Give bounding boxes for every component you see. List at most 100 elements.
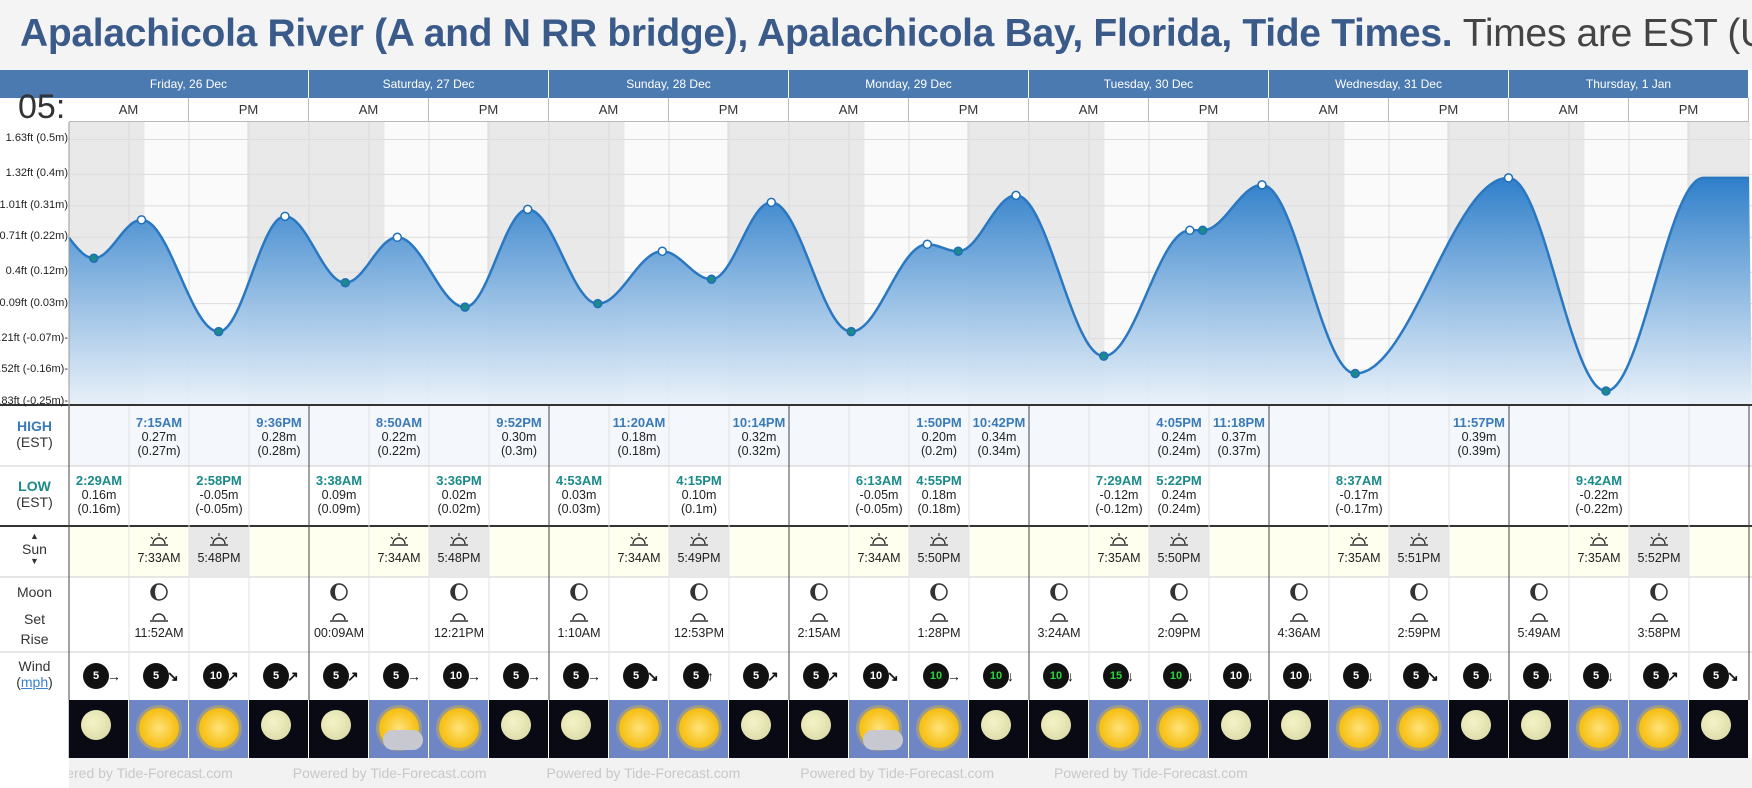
low-time: 9:42AM (1575, 473, 1623, 488)
sun-row-label[interactable]: ▲ Sun ▼ (0, 532, 69, 566)
low-tide-cell: 4:53AM 0.03m (0.03m) (549, 474, 609, 517)
wind-direction-icon: → (947, 668, 961, 684)
night-band (1687, 122, 1749, 405)
cloud-icon (383, 730, 423, 750)
wind-direction-icon: ↓ (1367, 668, 1374, 684)
y-tick-label: 0.71ft (0.22m) (0, 230, 68, 243)
wind-direction-icon: ↗ (827, 668, 839, 684)
moon-cell: 2:09PM (1149, 582, 1209, 640)
sun-time: 7:35AM (1577, 551, 1621, 565)
high-tide-point (522, 204, 533, 215)
weather-day-icon (189, 700, 249, 758)
am-header: AM (309, 98, 429, 122)
sun-sort-icon-down: ▼ (30, 556, 39, 566)
weather-cloudy-icon (369, 700, 429, 758)
high-alt: (0.18m) (617, 444, 661, 458)
footer-credit[interactable]: Powered by Tide-Forecast.com (800, 765, 994, 781)
high-tide-point (136, 215, 147, 225)
footer-credit[interactable]: Powered by Tide-Forecast.com (546, 765, 741, 781)
moon-phase-icon (789, 582, 849, 605)
sun-time: 7:34AM (377, 551, 421, 565)
sun-rise-cell: 7:34AM (609, 532, 669, 565)
wind-speed-badge: 5 (803, 663, 829, 689)
wind-direction-icon: → (527, 668, 541, 684)
am-header: AM (69, 98, 189, 122)
high-tide-point (922, 239, 933, 250)
sun-set-cell: 5:50PM (909, 532, 969, 565)
weather-day-icon (609, 700, 669, 758)
wind-direction-icon: ↘ (647, 668, 659, 684)
wind-direction-icon: → (107, 668, 121, 684)
wind-speed-badge: 5 (1403, 663, 1429, 689)
footer-credit[interactable]: Powered by Tide-Forecast.com (1054, 765, 1248, 781)
wind-speed-badge: 5 (503, 663, 529, 689)
low-tide-cell: 3:36PM 0.02m (0.02m) (429, 474, 489, 517)
low-tide-cell: 2:58PM -0.05m (-0.05m) (189, 474, 249, 517)
moon-time: 1:28PM (917, 626, 961, 640)
low-m: 0.02m (441, 488, 477, 502)
low-row-label: LOW (EST) (0, 478, 69, 510)
sun-sort-icon: ▲ (30, 531, 39, 541)
sun-set-cell: 5:48PM (189, 532, 249, 565)
high-alt: (0.24m) (1157, 444, 1201, 458)
wind-direction-icon: ↗ (1667, 668, 1679, 684)
wind-direction-icon: → (467, 668, 481, 684)
footer: Powered by Tide-Forecast.com Powered by T… (69, 758, 1752, 788)
high-m: 0.34m (981, 430, 1017, 444)
sunset-icon (909, 532, 969, 551)
sunset-icon (1149, 532, 1209, 551)
moon-cell: 2:15AM (789, 582, 849, 640)
am-header: AM (1029, 98, 1149, 122)
high-time: 9:52PM (496, 415, 542, 430)
wind-direction-icon: ↑ (707, 668, 714, 684)
sun-time: 5:48PM (197, 551, 241, 565)
high-m: 0.32m (741, 430, 777, 444)
day-header: Sunday, 28 Dec (549, 70, 789, 98)
rise-label: Rise (20, 631, 49, 647)
low-alt: (0.24m) (1157, 502, 1201, 516)
high-tide-point (280, 211, 290, 222)
moon-cell: 3:58PM (1629, 582, 1689, 640)
footer-credit[interactable]: Powered by Tide-Forecast.com (69, 765, 233, 781)
high-tide-cell: 10:14PM 0.32m (0.32m) (729, 416, 789, 459)
day-band (1104, 122, 1207, 405)
moon-time: 4:36AM (1277, 626, 1321, 640)
wind-direction-icon: ↘ (1727, 668, 1739, 684)
pm-header: PM (909, 98, 1029, 122)
sun-time: 7:34AM (617, 551, 661, 565)
low-alt: (0.1m) (680, 502, 718, 516)
sun-time: 5:51PM (1397, 551, 1441, 565)
wind-speed-badge: 5 (263, 663, 289, 689)
moon-icon (1461, 710, 1491, 740)
night-band (1509, 122, 1585, 405)
moon-cell: 2:59PM (1389, 582, 1449, 640)
low-m: -0.12m (1099, 488, 1139, 502)
sun-icon (1579, 708, 1619, 748)
night-band (1269, 122, 1345, 405)
am-header: AM (549, 98, 669, 122)
am-header: AM (1509, 98, 1629, 122)
moon-time: 3:24AM (1037, 626, 1081, 640)
low-tide-cell: 8:37AM -0.17m (-0.17m) (1329, 474, 1389, 517)
moon-cell: 5:49AM (1509, 582, 1569, 640)
wind-speed-badge: 5 (623, 663, 649, 689)
chart-grid (68, 122, 1752, 405)
low-time: 3:38AM (315, 473, 363, 488)
footer-credit[interactable]: Powered by Tide-Forecast.com (292, 765, 487, 781)
weather-day-icon (669, 700, 729, 758)
moonrise-icon (1269, 609, 1329, 626)
wind-direction-icon: ↓ (1007, 668, 1014, 684)
moon-time: 11:52AM (134, 626, 184, 640)
high-tide-cell: 4:05PM 0.24m (0.24m) (1149, 416, 1209, 459)
wind-row-bg (69, 652, 1752, 700)
low-m: 0.10m (681, 488, 717, 502)
moon-cell: 00:09AM (309, 582, 369, 640)
day-header: Wednesday, 31 Dec (1269, 70, 1509, 98)
daynight-bands (69, 122, 1749, 405)
y-tick-label: 1.63ft (0.5m) (5, 132, 68, 145)
wind-unit-link[interactable]: mph (20, 674, 49, 690)
high-tide-point (1257, 180, 1267, 190)
moon-row-label: Moon (0, 584, 69, 600)
weather-night-icon (969, 700, 1029, 758)
weather-cloudy-icon (849, 700, 909, 758)
